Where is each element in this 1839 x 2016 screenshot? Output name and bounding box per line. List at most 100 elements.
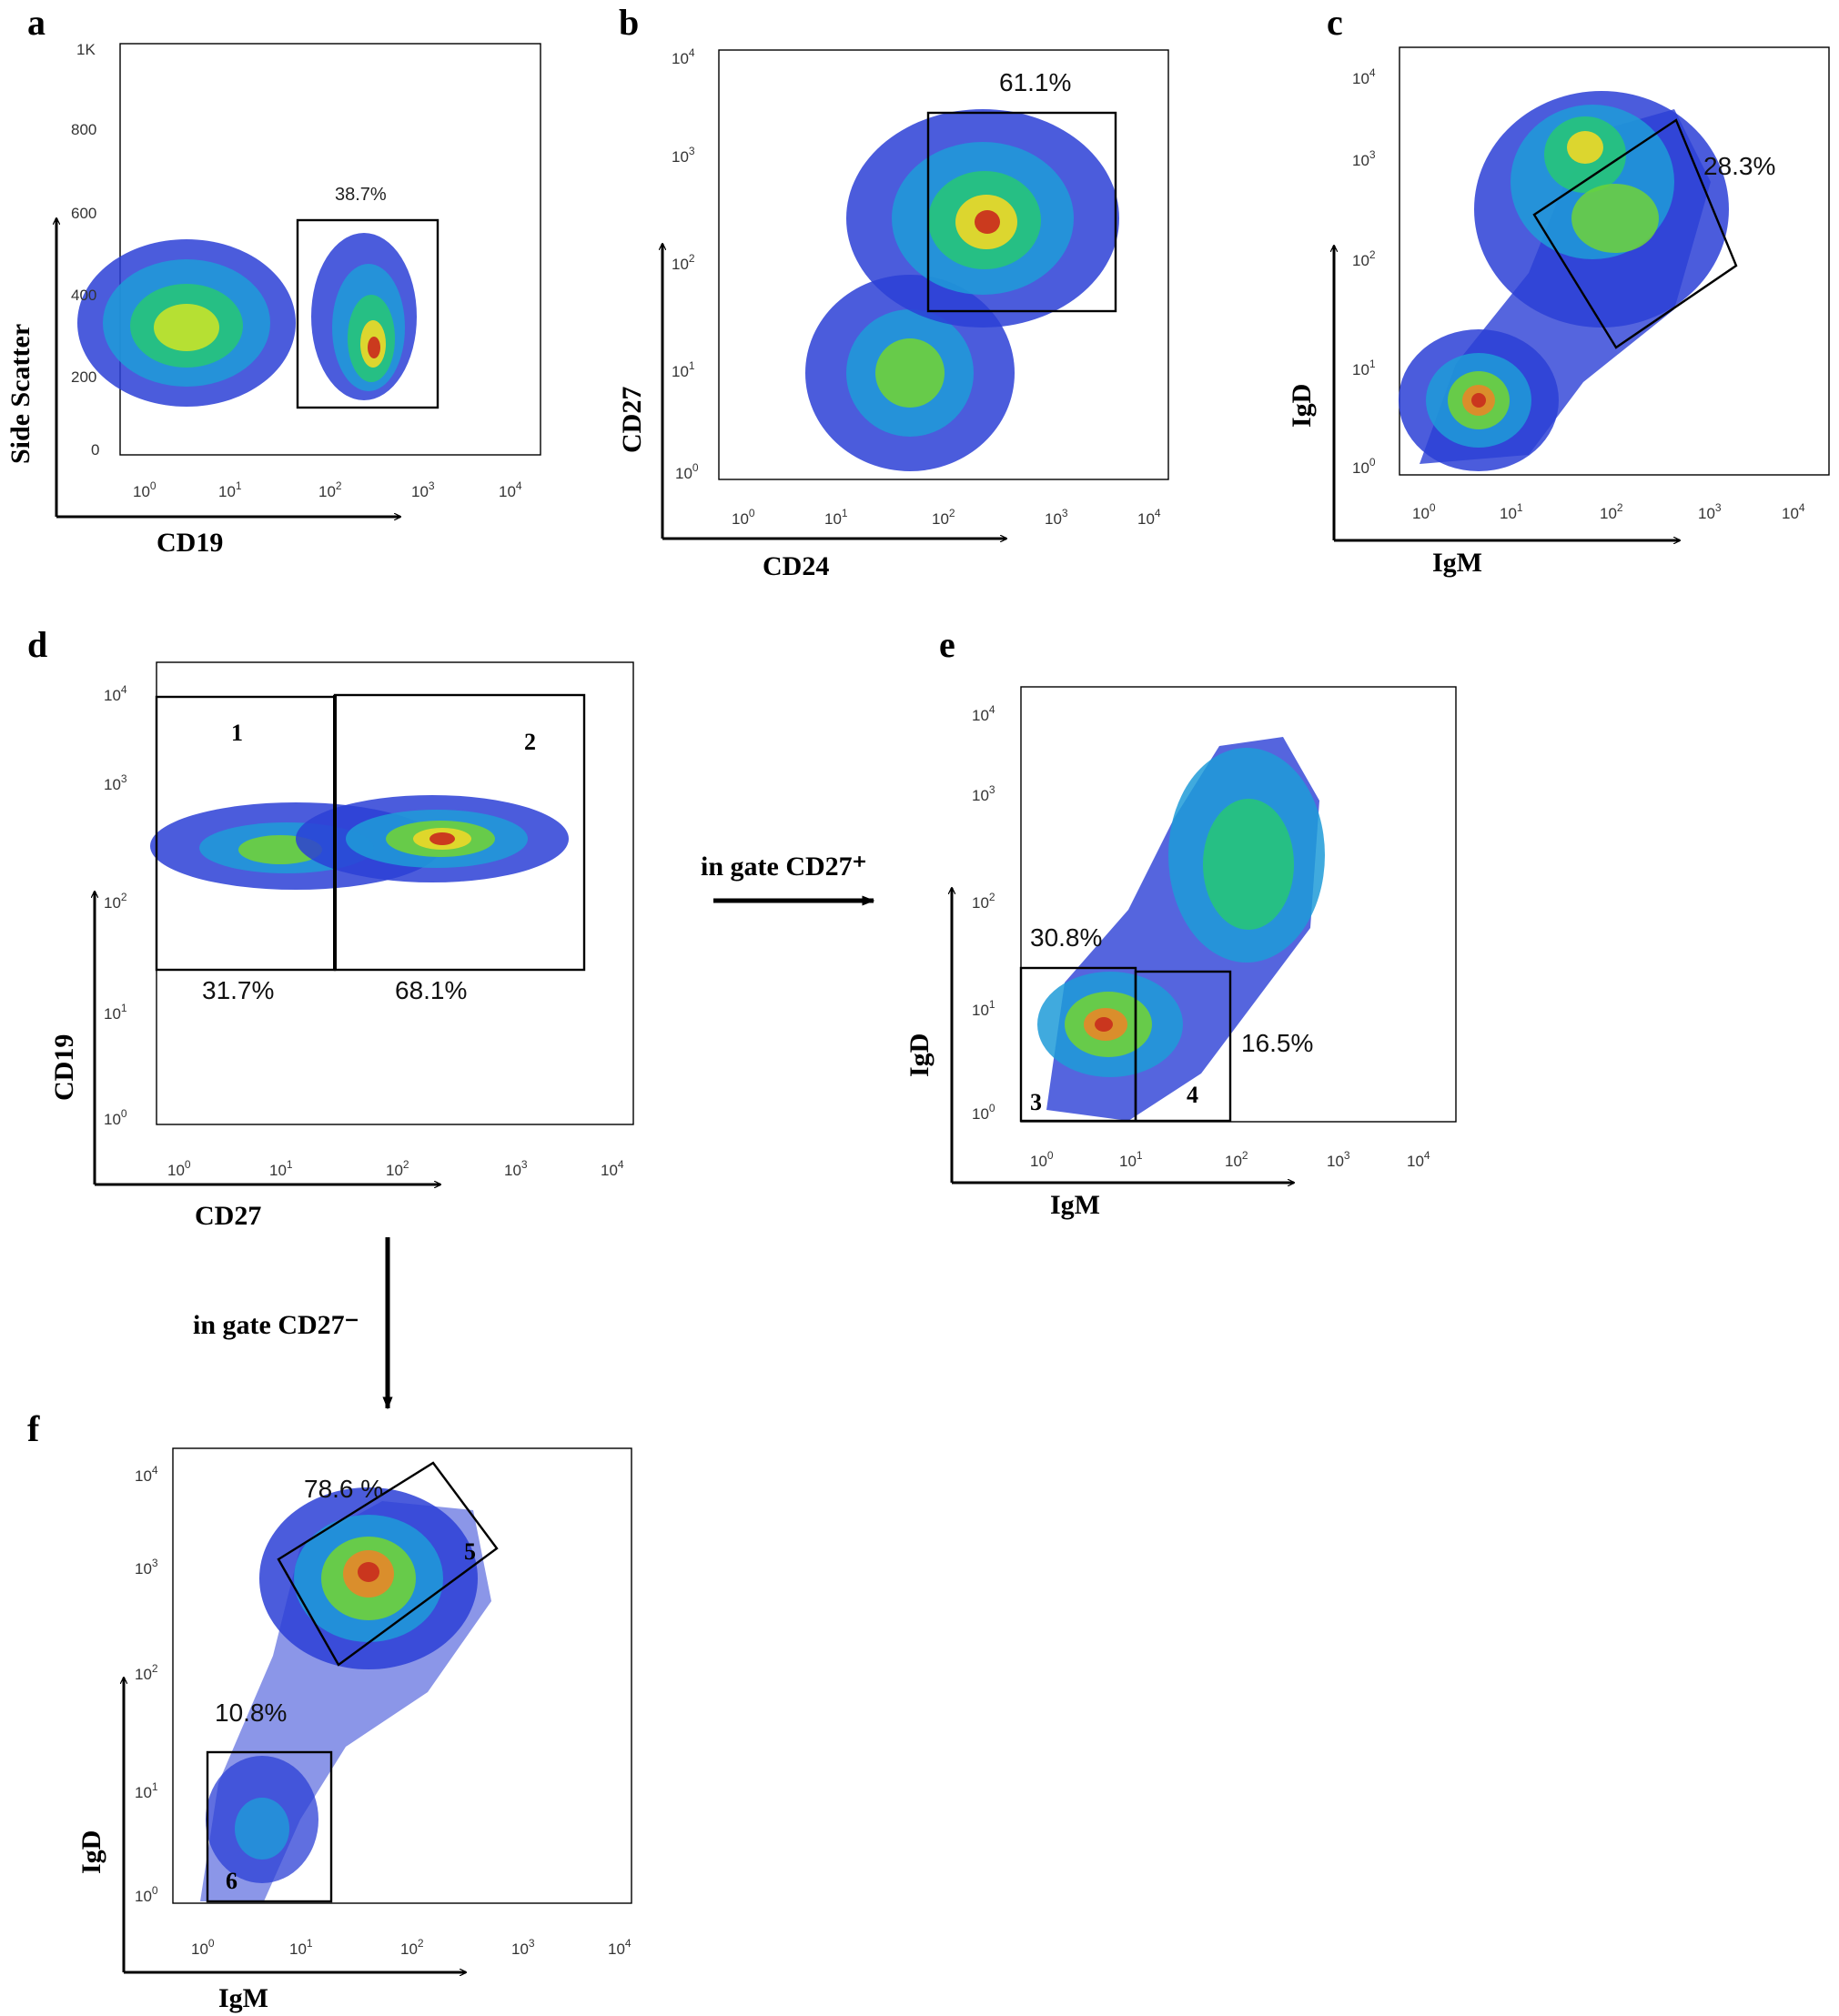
note-d-to-f: in gate CD27⁻ [193, 1310, 359, 1340]
gate-e-id-4: 4 [1187, 1082, 1198, 1108]
x-axis-label-a: CD19 [157, 528, 223, 558]
xticks-d: 100 101 102 103 104 [167, 1158, 624, 1179]
svg-text:101: 101 [1500, 501, 1523, 522]
svg-text:103: 103 [104, 772, 127, 793]
gate-c-percent: 28.3% [1703, 152, 1775, 180]
gate-f-percent-6: 10.8% [215, 1698, 287, 1727]
svg-text:100: 100 [133, 479, 157, 500]
svg-text:100: 100 [675, 461, 699, 482]
density-cloud-c-upper [1474, 91, 1729, 328]
svg-text:102: 102 [972, 891, 995, 912]
svg-text:102: 102 [386, 1158, 409, 1179]
panel-d: d 1 2 31.7% 68.1% 104 103 102 101 100 10… [27, 624, 634, 1231]
density-cloud-b-upper [846, 109, 1119, 328]
ytick-a-800: 800 [71, 121, 96, 138]
svg-text:101: 101 [289, 1937, 313, 1958]
svg-text:102: 102 [932, 507, 955, 528]
x-axis-label-d: CD27 [195, 1201, 261, 1231]
svg-text:103: 103 [672, 145, 695, 166]
gate-c-igm-igd [1532, 118, 1738, 349]
panel-label-d: d [27, 624, 47, 665]
svg-text:103: 103 [1327, 1149, 1350, 1170]
svg-text:100: 100 [972, 1102, 995, 1123]
panel-c: c 28.3% 104 103 102 101 100 [1287, 2, 1830, 578]
panel-label-f: f [27, 1408, 40, 1449]
density-cloud-a-left [77, 239, 296, 407]
svg-text:104: 104 [104, 683, 127, 704]
arrow-d-to-e: in gate CD27⁺ [701, 852, 875, 906]
svg-text:102: 102 [104, 891, 127, 912]
yticks-f: 104 103 102 101 100 [135, 1464, 158, 1905]
x-axis-label-e: IgM [1050, 1190, 1100, 1220]
ytick-a-400: 400 [71, 287, 96, 304]
svg-text:104: 104 [1352, 66, 1376, 87]
gate-d-id-2: 2 [524, 729, 536, 755]
panel-a: a 38.7% 1K 800 600 400 200 0 100 101 102… [5, 2, 541, 558]
y-axis-label-e: IgD [904, 1033, 935, 1077]
yticks-e: 104 103 102 101 100 [972, 703, 995, 1123]
svg-text:100: 100 [167, 1158, 191, 1179]
x-axis-label-f: IgM [218, 1983, 268, 2013]
svg-text:102: 102 [1600, 501, 1623, 522]
y-axis-label-b: CD27 [617, 387, 647, 453]
yticks-d: 104 103 102 101 100 [104, 683, 127, 1128]
gate-d-id-1: 1 [231, 720, 243, 746]
svg-text:102: 102 [672, 252, 695, 273]
note-d-to-e: in gate CD27⁺ [701, 852, 867, 882]
panel-label-c: c [1327, 2, 1343, 43]
svg-text:101: 101 [1352, 358, 1376, 378]
svg-text:100: 100 [191, 1937, 215, 1958]
gate-a-percent: 38.7% [335, 185, 387, 205]
gate-e-id-3: 3 [1030, 1089, 1042, 1115]
y-axis-label-f: IgD [76, 1830, 106, 1874]
svg-text:100: 100 [1352, 456, 1376, 477]
panel-e: e 30.8% 16.5% 3 4 104 103 102 101 100 10… [904, 624, 1457, 1220]
svg-text:100: 100 [1030, 1149, 1054, 1170]
svg-text:101: 101 [672, 359, 695, 380]
svg-text:104: 104 [972, 703, 995, 724]
gate-d-percent-1: 31.7% [202, 976, 274, 1004]
gate-e-percent-4: 16.5% [1241, 1029, 1313, 1057]
svg-text:104: 104 [601, 1158, 624, 1179]
svg-text:102: 102 [318, 479, 342, 500]
svg-text:101: 101 [972, 998, 995, 1019]
panel-f: f 78.6 % 10.8% 5 6 104 103 102 101 100 1… [27, 1408, 632, 2013]
svg-text:104: 104 [135, 1464, 158, 1485]
svg-text:104: 104 [672, 46, 695, 67]
svg-text:100: 100 [135, 1884, 158, 1905]
density-cloud-a-right [311, 233, 417, 400]
ytick-a-200: 200 [71, 368, 96, 386]
svg-text:103: 103 [135, 1557, 158, 1578]
ytick-a-600: 600 [71, 205, 96, 222]
density-cloud-e [1037, 737, 1325, 1121]
panel-label-b: b [619, 2, 639, 43]
yticks-c: 104 103 102 101 100 [1352, 66, 1376, 477]
svg-text:102: 102 [135, 1662, 158, 1683]
svg-text:102: 102 [400, 1937, 424, 1958]
svg-text:104: 104 [1137, 507, 1161, 528]
svg-text:101: 101 [824, 507, 848, 528]
svg-text:100: 100 [104, 1107, 127, 1128]
svg-text:103: 103 [972, 783, 995, 804]
xticks-e: 100 101 102 103 104 [1030, 1149, 1430, 1170]
panel-label-e: e [939, 624, 955, 665]
gate-a-cd19 [296, 218, 440, 409]
gate-f-id-6: 6 [226, 1868, 237, 1894]
svg-text:103: 103 [1352, 148, 1376, 169]
gate-f-percent-5: 78.6 % [304, 1475, 383, 1503]
density-cloud-c-lower [1399, 329, 1559, 471]
gate-f-6 [206, 1750, 333, 1903]
svg-text:104: 104 [1407, 1149, 1430, 1170]
svg-text:103: 103 [1698, 501, 1722, 522]
y-axis-label-c: IgD [1287, 384, 1317, 428]
svg-text:104: 104 [608, 1937, 632, 1958]
svg-text:101: 101 [218, 479, 242, 500]
svg-text:101: 101 [269, 1158, 293, 1179]
arrow-d-to-f: in gate CD27⁻ [193, 1237, 393, 1410]
density-cloud-d [150, 795, 569, 890]
xticks-b: 100 101 102 103 104 [732, 507, 1161, 528]
svg-text:102: 102 [1225, 1149, 1248, 1170]
gate-e-percent-3: 30.8% [1030, 923, 1102, 952]
xticks-a: 100 101 102 103 104 [133, 479, 522, 500]
xticks-c: 100 101 102 103 104 [1412, 501, 1805, 522]
